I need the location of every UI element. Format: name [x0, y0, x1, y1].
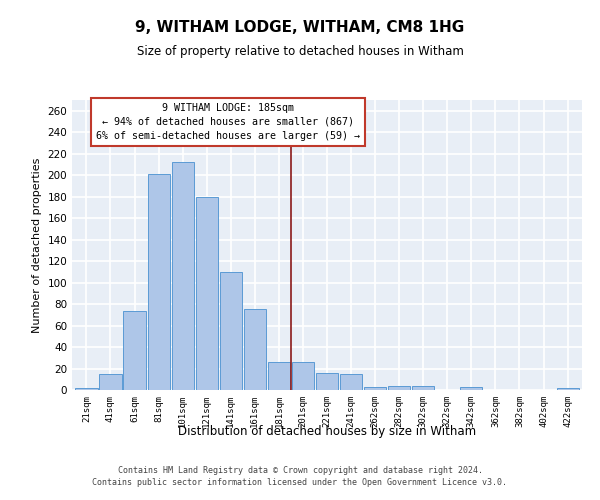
Bar: [364, 387, 386, 390]
Text: Distribution of detached houses by size in Witham: Distribution of detached houses by size …: [178, 425, 476, 438]
Bar: [268, 362, 290, 390]
Bar: [412, 386, 434, 390]
Text: Contains HM Land Registry data © Crown copyright and database right 2024.
Contai: Contains HM Land Registry data © Crown c…: [92, 466, 508, 487]
Bar: [148, 174, 170, 390]
Bar: [220, 272, 242, 390]
Bar: [124, 310, 146, 390]
Bar: [196, 196, 218, 390]
Bar: [340, 374, 362, 390]
Bar: [100, 374, 122, 390]
Bar: [388, 386, 410, 390]
Text: 9, WITHAM LODGE, WITHAM, CM8 1HG: 9, WITHAM LODGE, WITHAM, CM8 1HG: [136, 20, 464, 35]
Bar: [76, 388, 98, 390]
Bar: [460, 387, 482, 390]
Bar: [557, 388, 578, 390]
Bar: [244, 310, 266, 390]
Text: 9 WITHAM LODGE: 185sqm
← 94% of detached houses are smaller (867)
6% of semi-det: 9 WITHAM LODGE: 185sqm ← 94% of detached…: [95, 103, 359, 141]
Text: Size of property relative to detached houses in Witham: Size of property relative to detached ho…: [137, 45, 463, 58]
Bar: [316, 373, 338, 390]
Bar: [292, 362, 314, 390]
Bar: [172, 162, 194, 390]
Y-axis label: Number of detached properties: Number of detached properties: [32, 158, 42, 332]
